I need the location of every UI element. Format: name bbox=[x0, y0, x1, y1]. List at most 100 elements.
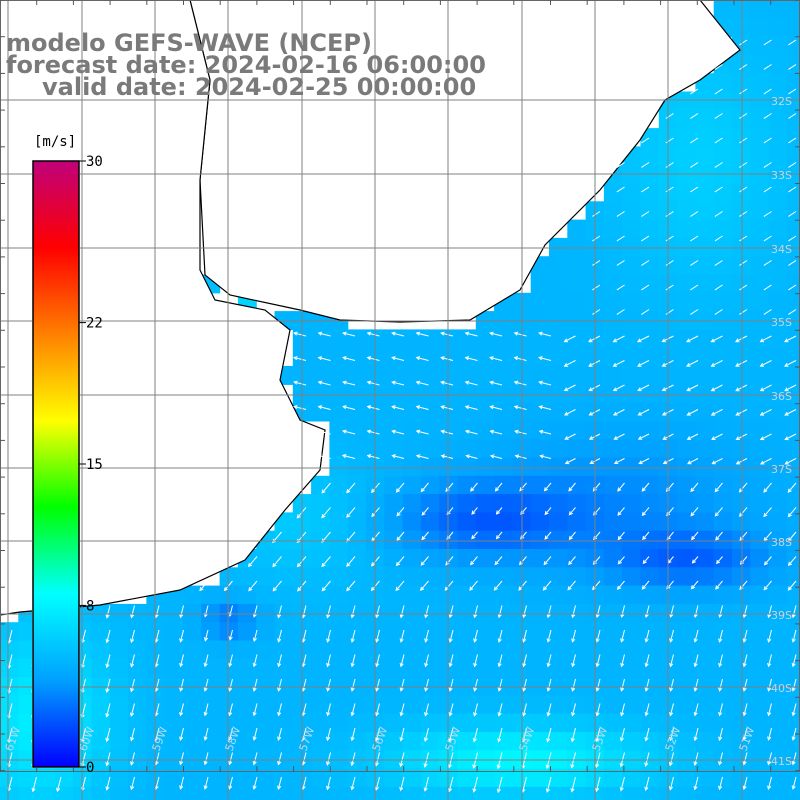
speed-cell bbox=[677, 201, 696, 221]
speed-cell bbox=[677, 146, 696, 166]
wind-arrow bbox=[641, 211, 650, 217]
wind-arrow bbox=[693, 654, 699, 668]
wind-arrow bbox=[538, 405, 552, 410]
speed-cell bbox=[384, 603, 404, 623]
speed-cell bbox=[164, 658, 184, 678]
speed-cell bbox=[384, 439, 404, 459]
wind-arrow bbox=[739, 162, 748, 168]
wind-arrow bbox=[571, 654, 576, 668]
speed-cell bbox=[713, 347, 733, 367]
speed-cell bbox=[732, 347, 751, 367]
speed-cell bbox=[750, 603, 770, 623]
speed-cell bbox=[164, 695, 184, 715]
wind-arrow bbox=[788, 211, 797, 217]
wind-arrow bbox=[718, 654, 723, 668]
speed-cell bbox=[237, 768, 257, 788]
speed-cell bbox=[713, 219, 733, 239]
speed-cell bbox=[256, 567, 276, 587]
wind-arrow bbox=[693, 727, 699, 742]
speed-cell bbox=[494, 329, 513, 349]
wind-arrow bbox=[595, 776, 601, 793]
wind-arrow bbox=[662, 458, 674, 465]
speed-cell bbox=[768, 329, 788, 349]
speed-cell bbox=[457, 622, 477, 642]
speed-cell bbox=[750, 219, 770, 239]
speed-cell bbox=[347, 549, 367, 568]
speed-cell bbox=[420, 420, 440, 440]
argentina-coast bbox=[0, 0, 326, 616]
wind-arrow bbox=[763, 39, 772, 46]
speed-cell bbox=[201, 658, 221, 678]
wind-arrow bbox=[522, 678, 527, 692]
wind-arrow bbox=[568, 482, 576, 492]
wind-arrow bbox=[714, 186, 723, 193]
wind-arrow bbox=[641, 284, 650, 291]
wind-arrow bbox=[464, 331, 478, 337]
colorbar-tick-label: 15 bbox=[86, 457, 103, 473]
speed-cell bbox=[768, 603, 788, 623]
speed-cell bbox=[640, 128, 660, 147]
wind-vector-arrows bbox=[6, 39, 797, 794]
wind-arrow bbox=[366, 429, 380, 435]
speed-cell bbox=[750, 347, 770, 367]
wind-arrow bbox=[391, 356, 405, 361]
wind-arrow bbox=[620, 605, 625, 619]
speed-cell bbox=[750, 439, 770, 459]
wind-arrow bbox=[421, 531, 429, 541]
speed-cell bbox=[420, 384, 440, 404]
speed-cell bbox=[384, 475, 404, 495]
speed-cell bbox=[549, 549, 568, 568]
speed-cell bbox=[768, 73, 788, 93]
speed-cell bbox=[768, 457, 788, 477]
speed-cell bbox=[750, 237, 770, 257]
wind-arrow bbox=[787, 556, 797, 566]
speed-cell bbox=[36, 786, 56, 800]
speed-cell bbox=[603, 384, 623, 404]
wind-arrow bbox=[784, 458, 797, 465]
wind-arrow bbox=[595, 703, 601, 717]
wind-arrow bbox=[571, 703, 576, 717]
wind-arrow bbox=[544, 531, 552, 540]
speed-cell bbox=[530, 366, 550, 385]
speed-cell bbox=[549, 494, 568, 513]
wind-arrow bbox=[326, 752, 331, 766]
speed-cell bbox=[420, 475, 440, 495]
speed-cell bbox=[603, 640, 623, 660]
wind-arrow bbox=[395, 482, 405, 493]
speed-cell bbox=[768, 475, 788, 495]
speed-cell bbox=[768, 146, 788, 166]
wind-arrow bbox=[669, 703, 674, 717]
speed-cell bbox=[439, 457, 459, 477]
speed-cell bbox=[530, 567, 550, 587]
speed-cell bbox=[677, 347, 696, 367]
speed-cell bbox=[439, 786, 459, 800]
colorbar-tick-label: 0 bbox=[86, 760, 94, 776]
speed-cell bbox=[732, 292, 751, 312]
speed-cell bbox=[622, 439, 642, 459]
speed-cell bbox=[256, 603, 276, 623]
speed-cell bbox=[603, 585, 623, 605]
speed-cell bbox=[530, 640, 550, 660]
speed-cell bbox=[274, 585, 294, 605]
speed-cell bbox=[475, 366, 495, 385]
speed-cell bbox=[402, 640, 422, 660]
speed-cell bbox=[329, 494, 349, 513]
speed-cell bbox=[732, 732, 751, 751]
speed-cell bbox=[695, 713, 715, 733]
speed-cell bbox=[347, 640, 367, 660]
speed-cell bbox=[695, 402, 715, 422]
speed-cell bbox=[786, 109, 800, 129]
wind-arrow bbox=[350, 776, 356, 791]
speed-cell bbox=[732, 183, 751, 202]
wind-arrow bbox=[538, 331, 552, 337]
wind-arrow bbox=[497, 654, 503, 668]
wind-arrow bbox=[228, 629, 233, 641]
wind-arrow bbox=[613, 433, 625, 440]
speed-cell bbox=[256, 658, 276, 678]
wind-arrow bbox=[759, 433, 772, 441]
speed-cell bbox=[347, 768, 367, 788]
speed-cell bbox=[91, 658, 111, 678]
speed-cell bbox=[439, 329, 459, 349]
speed-cell bbox=[713, 73, 733, 93]
wind-arrow bbox=[252, 678, 258, 692]
